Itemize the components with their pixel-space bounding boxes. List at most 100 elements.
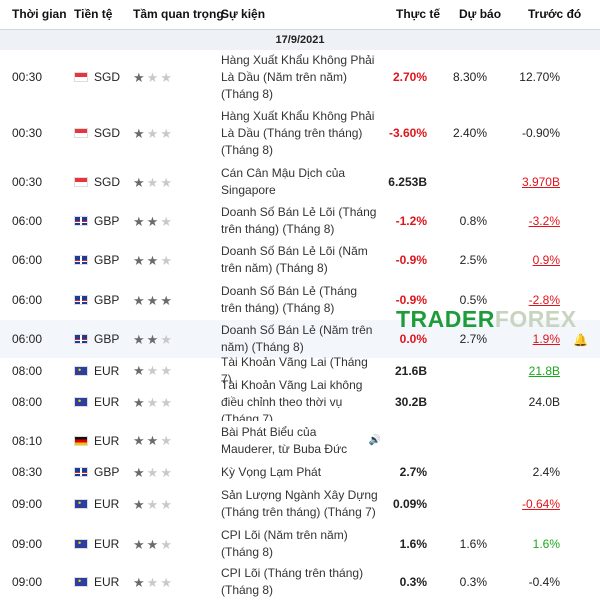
importance-star-icon: ★ [146, 433, 159, 448]
importance-star-icon: ★ [160, 174, 172, 190]
actual-value: 1.6% [399, 537, 427, 551]
event-name[interactable]: Tài Khoản Vãng Lai không điều chỉnh theo… [221, 377, 363, 426]
event-time: 06:00 [12, 253, 43, 267]
importance-star-icon: ★ [160, 213, 172, 229]
previous-value: -0.64% [521, 497, 560, 511]
importance-star-icon: ★ [133, 496, 145, 512]
table-row[interactable]: 00:30 SGD ★ ★ ★ Hàng Xuất Khẩu Không Phải Là … [0, 104, 600, 163]
importance-star-icon: ★ [146, 252, 159, 268]
importance-star-icon: ★ [133, 536, 145, 552]
importance-rating: ★ ★ ★ [133, 460, 174, 484]
actual-value: 2.7% [399, 465, 427, 479]
event-name[interactable]: CPI Lõi (Năm trên năm) (Tháng 8) [221, 528, 348, 559]
event-name[interactable]: Bài Phát Biểu của Mauderer, từ Buba Đức 🔊 [221, 424, 381, 456]
event-name[interactable]: Tài Khoản Vãng Lai (Tháng 7) [221, 354, 368, 386]
importance-rating: ★ ★ ★ [133, 564, 174, 600]
table-row[interactable]: 06:00 GBP ★ ★ ★ Doanh Số Bán Lẻ (Tháng trên t… [0, 280, 600, 321]
event-time: 09:00 [12, 575, 43, 589]
previous-value: 3.970B [521, 175, 560, 189]
event-name[interactable]: Kỳ Vọng Lạm Phát [221, 464, 322, 479]
importance-star-icon: ★ [133, 292, 145, 308]
previous-value: 2.4% [532, 465, 560, 479]
header-previous[interactable]: Trước đó [528, 7, 582, 21]
event-time: 08:10 [12, 433, 43, 448]
importance-star-icon: ★ [133, 69, 145, 85]
event-time: 00:30 [12, 126, 43, 140]
previous-value: -2.8% [528, 293, 560, 307]
actual-value: 0.09% [392, 497, 427, 511]
importance-star-icon: ★ [146, 464, 159, 480]
importance-star-icon: ★ [160, 292, 172, 308]
event-name[interactable]: CPI Lõi (Tháng trên tháng) (Tháng 8) [221, 566, 364, 597]
event-time: 00:30 [12, 175, 43, 189]
table-row[interactable]: 08:00EUR★★★Tài Khoản Vãng Lai không điều… [0, 377, 600, 426]
event-time: 08:00 [12, 395, 43, 409]
table-row[interactable]: 00:30 SGD ★ ★ ★ Cán Cân Mậu Dịch của Singapor… [0, 162, 600, 203]
header-currency[interactable]: Tiền tệ [74, 7, 113, 21]
importance-star-icon: ★ [146, 496, 159, 512]
actual-value: 21.6B [394, 363, 427, 378]
table-row[interactable]: 09:00EUR★★★Sản Lượng Ngành Xây Dựng (Thá… [0, 484, 600, 525]
currency-code: EUR [94, 363, 120, 378]
flag-icon [74, 564, 88, 600]
previous-value: 21.8B [528, 363, 560, 378]
previous-value: 1.6% [532, 537, 560, 551]
table-row[interactable]: 08:10 EUR ★ ★ ★ Bài Phát Biểu của Mauderer, t… [0, 421, 600, 461]
event-name[interactable]: Hàng Xuất Khẩu Không Phải Là Dầu (Tháng … [221, 108, 375, 157]
importance-star-icon: ★ [133, 433, 145, 448]
currency-code: EUR [94, 433, 120, 448]
speaker-icon[interactable]: 🔊 [368, 435, 381, 446]
flag-icon [74, 383, 88, 421]
header-event[interactable]: Sự kiện [221, 7, 266, 21]
header-time[interactable]: Thời gian [12, 7, 67, 21]
importance-star-icon: ★ [133, 331, 145, 347]
header-forecast[interactable]: Dự báo [459, 7, 502, 21]
event-name[interactable]: Cán Cân Mậu Dịch của Singapore [221, 166, 346, 197]
previous-value: 0.9% [532, 253, 560, 267]
importance-star-icon: ★ [146, 292, 159, 308]
flag-icon [74, 484, 88, 524]
header-importance[interactable]: Tầm quan trọng [133, 7, 224, 21]
event-name[interactable]: Doanh Số Bán Lẻ (Tháng trên tháng) (Thán… [221, 284, 358, 315]
importance-star-icon: ★ [133, 574, 145, 590]
importance-rating: ★ ★ ★ [133, 104, 174, 162]
bell-icon[interactable]: 🔔 [573, 333, 588, 347]
importance-star-icon: ★ [146, 394, 159, 410]
forecast-value: 2.40% [452, 126, 487, 140]
table-row[interactable]: 08:30 GBP ★ ★ ★ Kỳ Vọng Lạm Phát 2.7% 2.4% [0, 460, 600, 485]
importance-star-icon: ★ [133, 125, 145, 141]
forecast-value: 2.7% [459, 332, 487, 346]
event-name[interactable]: Sản Lượng Ngành Xây Dựng (Tháng trên thá… [221, 488, 378, 519]
event-name[interactable]: Hàng Xuất Khẩu Không Phải Là Dầu (Năm tr… [221, 52, 375, 101]
importance-star-icon: ★ [133, 213, 145, 229]
actual-value: 0.3% [399, 575, 427, 589]
importance-star-icon: ★ [133, 174, 145, 190]
importance-star-icon: ★ [146, 174, 159, 190]
table-row[interactable]: 06:00 GBP ★ ★ ★ Doanh Số Bán Lẻ (Năm trên năm… [0, 320, 600, 359]
importance-star-icon: ★ [146, 536, 159, 552]
table-row[interactable]: 06:00 GBP ★ ★ ★ Doanh Số Bán Lẻ Lõi (Tháng tr… [0, 202, 600, 241]
importance-star-icon: ★ [146, 125, 159, 141]
table-row[interactable]: 09:00EUR★★★CPI Lõi (Năm trên năm) (Tháng… [0, 524, 600, 565]
flag-icon [74, 162, 88, 202]
currency-code: GBP [94, 465, 120, 479]
table-row[interactable]: 00:30 SGD ★ ★ ★ Hàng Xuất Khẩu Không Phải Là … [0, 50, 600, 105]
importance-rating: ★ ★ ★ [133, 240, 174, 280]
table-row[interactable]: 06:00 GBP ★ ★ ★ Doanh Số Bán Lẻ Lõi (Năm trên… [0, 240, 600, 281]
importance-star-icon: ★ [160, 536, 172, 552]
importance-star-icon: ★ [146, 331, 159, 347]
event-name[interactable]: Doanh Số Bán Lẻ (Năm trên năm) (Tháng 8) [221, 323, 373, 354]
event-time: 08:30 [12, 465, 43, 479]
flag-icon [74, 320, 88, 358]
event-name[interactable]: Doanh Số Bán Lẻ Lõi (Năm trên năm) (Thán… [221, 244, 368, 275]
event-time: 09:00 [12, 497, 43, 511]
previous-value: 1.9% [532, 332, 560, 346]
importance-star-icon: ★ [133, 363, 145, 378]
table-row[interactable]: 09:00EUR★★★CPI Lõi (Tháng trên tháng) (T… [0, 564, 600, 600]
forecast-value: 2.5% [459, 253, 487, 267]
header-actual[interactable]: Thực tế [396, 7, 441, 21]
importance-star-icon: ★ [160, 252, 172, 268]
importance-star-icon: ★ [133, 394, 145, 410]
importance-star-icon: ★ [160, 363, 172, 378]
event-name[interactable]: Doanh Số Bán Lẻ Lõi (Tháng trên tháng) (… [221, 205, 377, 236]
